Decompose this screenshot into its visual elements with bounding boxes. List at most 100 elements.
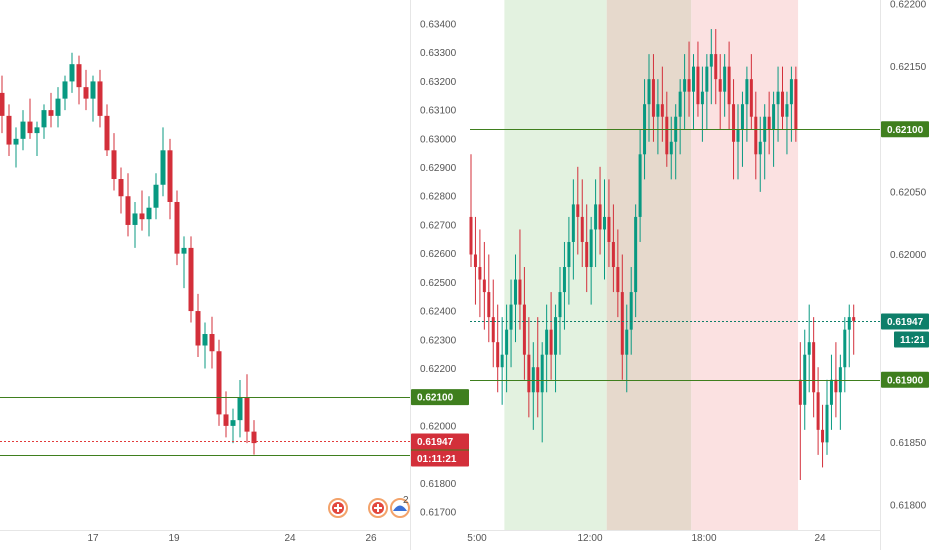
candle-body [487, 292, 491, 318]
candle-body [629, 292, 633, 330]
candle-body [634, 216, 638, 293]
candle-body [111, 150, 117, 180]
candle-body [789, 79, 793, 105]
current-price-tag-label: 0.61947 [417, 437, 454, 448]
price-tick-label: 0.62000 [420, 421, 457, 432]
price-tick-label: 0.61700 [420, 508, 457, 519]
candle-body [540, 354, 544, 393]
candle-body [76, 64, 82, 88]
candle-body [216, 351, 222, 415]
candle-body [567, 241, 571, 268]
time-tick-label: 26 [365, 533, 377, 544]
candle-body [558, 292, 562, 318]
candle-body [727, 66, 731, 105]
candle-body [505, 329, 509, 355]
candle-body [527, 354, 531, 393]
candle-body [723, 66, 727, 92]
price-tick-label: 0.61800 [420, 479, 457, 490]
candle-body [785, 104, 789, 117]
candle-body [776, 91, 780, 105]
candle-body [139, 213, 145, 220]
candle-body [660, 104, 664, 117]
candle-body [589, 229, 593, 268]
candle-body [647, 79, 651, 105]
candle-body [531, 367, 535, 393]
candle-body [603, 216, 606, 230]
candle-body [714, 54, 718, 80]
level-price-tag-label: 0.62100 [887, 125, 924, 136]
economic-event-marker[interactable] [368, 498, 388, 518]
candle-body [754, 116, 758, 155]
candle-body [496, 342, 500, 368]
price-tick-label: 0.62500 [420, 278, 457, 289]
candle-body [852, 317, 856, 321]
candle-body [482, 279, 486, 293]
candle-body [62, 81, 68, 99]
current-price-tag [881, 313, 929, 330]
price-tick-label: 0.62900 [420, 163, 457, 174]
candle-body [554, 317, 558, 355]
candle-body [576, 204, 580, 217]
candle-body [625, 329, 629, 355]
candle-body [97, 81, 103, 116]
candle-body [843, 329, 847, 368]
current-price-tag [411, 433, 469, 450]
candle-body [153, 184, 159, 208]
candle-body [611, 241, 615, 268]
candle-body [816, 392, 820, 430]
time-tick-label: 24 [284, 533, 296, 544]
price-tick-label: 0.61800 [890, 501, 927, 512]
candle-body [244, 397, 250, 432]
candle-body [692, 66, 695, 92]
candle-body [237, 397, 243, 421]
candle-body [69, 64, 75, 82]
candle-body [758, 141, 762, 155]
candle-body [705, 66, 709, 92]
bar-countdown-label: 11:21 [900, 335, 925, 346]
candle-body [772, 104, 776, 130]
candle-body [522, 304, 526, 355]
bar-countdown-label: 01:11:21 [417, 454, 457, 465]
panel-background [0, 0, 472, 550]
economic-events[interactable]: 2 [328, 495, 410, 518]
candle-body [585, 241, 589, 268]
level-price-tag-label: 0.62100 [417, 393, 454, 404]
current-price-tag-label: 0.61947 [887, 317, 924, 328]
candle-body [594, 204, 598, 230]
candle-body [104, 115, 110, 151]
candle-body [491, 317, 495, 343]
candle-body [749, 79, 753, 117]
price-tick-label: 0.63300 [420, 48, 457, 59]
price-tick-label: 0.62300 [420, 335, 457, 346]
economic-event-marker[interactable] [328, 498, 348, 518]
candle-body [834, 379, 838, 393]
candle-body [478, 267, 482, 280]
time-tick-label: 17 [87, 533, 99, 544]
candle-body [665, 116, 669, 155]
price-tick-label: 0.62400 [420, 307, 457, 318]
dividend-event-marker[interactable]: 2 [390, 495, 410, 518]
candle-body [167, 150, 173, 202]
candle-body [767, 116, 771, 130]
candle-body [251, 431, 257, 444]
candle-body [562, 267, 566, 293]
time-tick-label: 5:00 [467, 533, 487, 544]
candle-body [678, 91, 682, 117]
candle-body [794, 79, 798, 130]
candle-body [580, 216, 584, 242]
candle-body [736, 129, 740, 142]
candle-body [847, 317, 851, 330]
candle-body [181, 247, 187, 254]
candle-body [740, 104, 744, 130]
candle-body [230, 420, 236, 426]
price-tick-label: 0.62200 [890, 0, 927, 11]
candle-body [34, 127, 40, 134]
time-tick-label: 12:00 [577, 533, 602, 544]
level-price-tag [881, 121, 929, 138]
candle-body [27, 121, 33, 134]
candle-body [829, 379, 833, 405]
price-tick-label: 0.63000 [420, 134, 457, 145]
event-count-label: 2 [403, 495, 409, 506]
candle-body [41, 110, 47, 128]
